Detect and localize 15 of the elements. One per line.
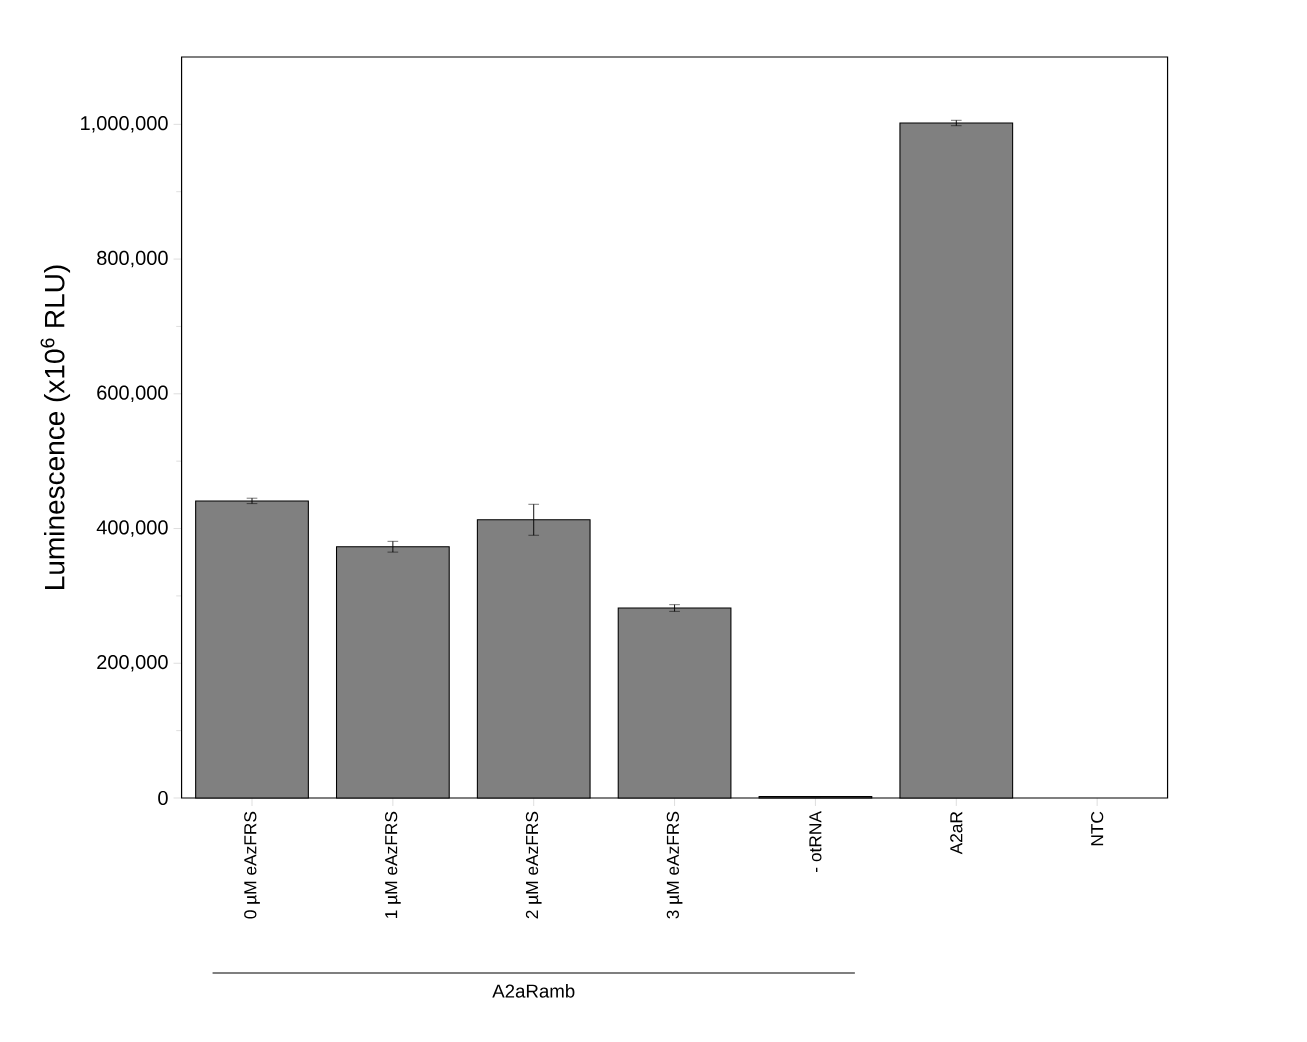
y-tick-label: 800,000 [97, 250, 168, 268]
x-tick-label: 3 µM eAzFRS [666, 811, 683, 919]
x-tick-label: A2aR [950, 811, 963, 855]
text: A2aRamb [492, 984, 575, 998]
y-tick-label: 0 [158, 790, 168, 806]
x-tick-label: 1 µM eAzFRS [385, 811, 401, 918]
x-tick-label: NTC [1091, 811, 1104, 846]
y-tick-label: 1,000,000 [81, 116, 168, 133]
y-tick-label: 600,000 [97, 385, 168, 403]
y-tick-label: 400,000 [96, 520, 168, 537]
y-axis-title: Luminescence (x10$^{6}$ RLU) [40, 265, 71, 589]
x-tick-label: 2 µM eAzFRS [525, 811, 542, 919]
x-tick-label: - otRNA [809, 811, 822, 872]
y-tick-label: 200,000 [97, 654, 168, 672]
x-tick-label: 0 µM eAzFRS [244, 811, 260, 919]
